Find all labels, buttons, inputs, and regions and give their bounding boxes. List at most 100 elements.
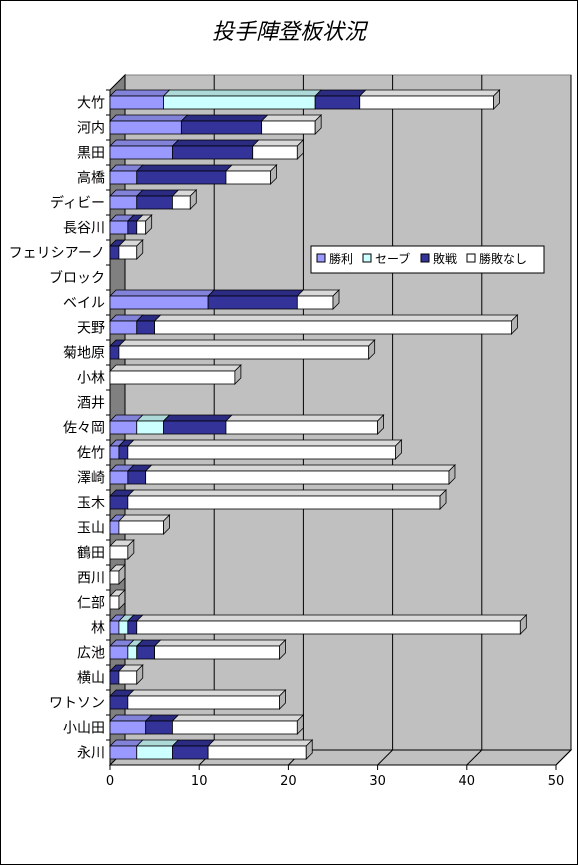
bar-segment bbox=[261, 120, 316, 135]
bar-segment bbox=[109, 570, 120, 585]
bar-segment bbox=[109, 520, 120, 535]
bar-segment-end bbox=[127, 539, 135, 560]
bar-segment bbox=[109, 145, 173, 160]
bar-segment-end bbox=[332, 289, 340, 310]
bar-segment-top bbox=[251, 139, 305, 147]
x-tick-label: 40 bbox=[459, 774, 476, 789]
bar-segment bbox=[109, 720, 147, 735]
legend-swatch bbox=[316, 253, 326, 263]
category-label: 横山 bbox=[77, 671, 105, 687]
bar-segment bbox=[109, 745, 138, 760]
bar-segment-end bbox=[189, 189, 197, 210]
bar-segment-end bbox=[448, 464, 456, 485]
bar-segment bbox=[225, 420, 379, 435]
category-label: ベイル bbox=[63, 296, 105, 312]
bar-segment bbox=[109, 445, 120, 460]
bar-segment bbox=[118, 520, 164, 535]
bar-segment bbox=[136, 195, 173, 210]
bar-segment bbox=[109, 420, 138, 435]
bar-segment-top bbox=[126, 439, 403, 447]
bar-segment bbox=[136, 420, 164, 435]
x-tick-label: 0 bbox=[106, 774, 114, 789]
x-tick-label: 10 bbox=[191, 774, 208, 789]
gridline-floor bbox=[555, 749, 572, 766]
gridline-floor bbox=[377, 749, 393, 766]
bar-segment-top bbox=[126, 489, 448, 497]
bar-segment bbox=[109, 370, 236, 385]
gridline-floor bbox=[466, 749, 483, 766]
bar-segment bbox=[127, 220, 138, 235]
bar-segment-top bbox=[135, 164, 233, 172]
bar-segment bbox=[127, 620, 138, 635]
bar-segment bbox=[109, 695, 129, 710]
bar-segment-end bbox=[305, 739, 313, 760]
category-label: 高橋 bbox=[77, 170, 105, 187]
bar-segment-top bbox=[207, 739, 314, 747]
bar-segment bbox=[136, 320, 155, 335]
bar-segment bbox=[109, 245, 120, 260]
bar-segment bbox=[109, 345, 120, 360]
bar-segment-top bbox=[296, 289, 340, 297]
category-label: 広池 bbox=[77, 646, 105, 662]
bar-segment bbox=[172, 745, 209, 760]
category-label: 長谷川 bbox=[63, 221, 105, 237]
legend-swatch bbox=[420, 253, 430, 263]
bar-segment bbox=[296, 295, 334, 310]
category-label: 鶴田 bbox=[77, 545, 105, 562]
category-label: 菊地原 bbox=[63, 346, 105, 362]
legend-label: 勝敗なし bbox=[479, 251, 527, 266]
category-label: フェリシアーノ bbox=[9, 246, 105, 262]
bar-segment-end bbox=[279, 689, 286, 710]
bar-segment bbox=[109, 645, 129, 660]
bar-segment bbox=[314, 95, 361, 110]
category-label: 仁部 bbox=[77, 596, 105, 612]
x-tick-label: 20 bbox=[280, 774, 297, 789]
bar-segment bbox=[136, 170, 227, 185]
bar-segment-end bbox=[439, 489, 447, 510]
bar-segment-top bbox=[358, 89, 501, 97]
bar-segment-top bbox=[144, 464, 456, 472]
bar-segment bbox=[127, 695, 280, 710]
bar-segment-top bbox=[117, 339, 376, 347]
bar-segment-top bbox=[171, 714, 305, 722]
bar-segment-top bbox=[135, 614, 528, 622]
bar-segment-top bbox=[109, 289, 216, 297]
bar-segment bbox=[109, 470, 129, 485]
bar-segment-top bbox=[171, 739, 216, 747]
bar-segment bbox=[136, 745, 173, 760]
bar-segment bbox=[109, 495, 129, 510]
bar-segment-end bbox=[395, 439, 402, 460]
category-label: 玉山 bbox=[77, 521, 105, 537]
bar-segment-top bbox=[109, 714, 153, 722]
bar-segment bbox=[109, 170, 138, 185]
bar-segment bbox=[172, 195, 191, 210]
category-label: 酒井 bbox=[77, 396, 105, 412]
bar-segment bbox=[127, 495, 441, 510]
bar-segment-top bbox=[135, 739, 180, 747]
bar-segment bbox=[359, 95, 494, 110]
bar-segment-end bbox=[163, 514, 170, 535]
category-label: ブロック bbox=[49, 270, 105, 287]
bar-segment-top bbox=[260, 114, 323, 122]
bar-segment bbox=[118, 620, 129, 635]
bar-segment-top bbox=[180, 114, 269, 122]
bar-segment bbox=[109, 195, 138, 210]
bar-segment-end bbox=[118, 564, 126, 585]
bar-segment bbox=[118, 445, 129, 460]
bar-segment bbox=[127, 645, 138, 660]
category-label: 黒田 bbox=[77, 146, 105, 162]
category-label: 澤崎 bbox=[77, 471, 105, 487]
category-label: 林 bbox=[91, 621, 105, 637]
bar-segment bbox=[109, 670, 120, 685]
bar-segment-top bbox=[109, 364, 242, 372]
bar-segment bbox=[127, 445, 396, 460]
x-tick-label: 30 bbox=[369, 774, 386, 789]
legend-label: 敗戦 bbox=[433, 251, 457, 266]
bar-segment bbox=[154, 320, 512, 335]
category-label: 佐竹 bbox=[77, 446, 105, 462]
bar-segment-top bbox=[153, 639, 287, 647]
bar-segment-end bbox=[510, 314, 518, 335]
bar-segment-top bbox=[224, 414, 385, 422]
bar-segment bbox=[109, 120, 182, 135]
